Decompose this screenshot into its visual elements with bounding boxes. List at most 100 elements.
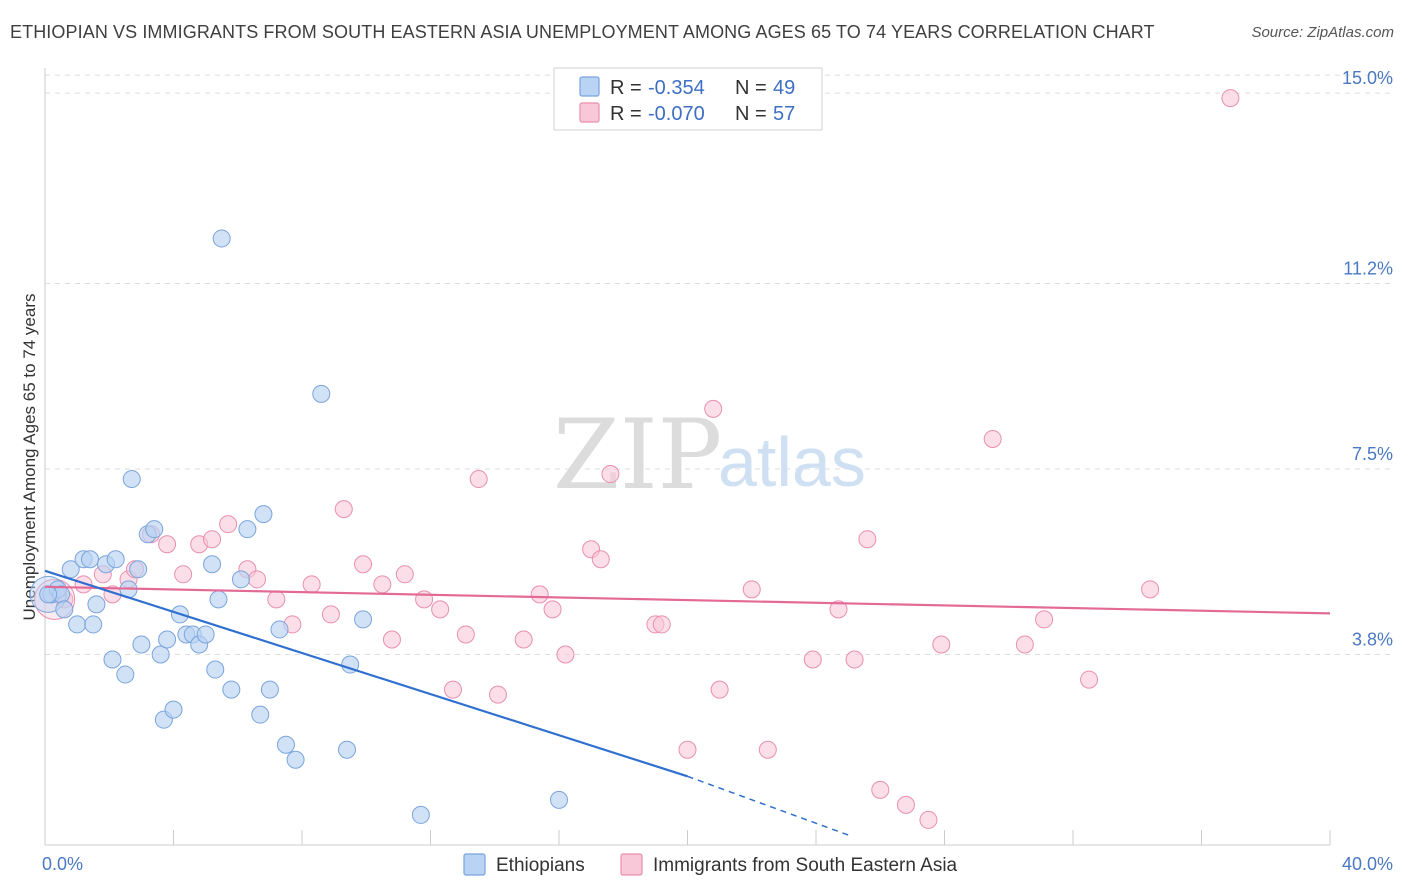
scatter-point-ethiopians bbox=[103, 650, 122, 669]
scatter-point-sea bbox=[488, 685, 507, 704]
watermark: ZIP atlas bbox=[553, 399, 866, 511]
scatter-point-ethiopians bbox=[164, 700, 183, 719]
scatter-point-sea bbox=[742, 580, 761, 599]
scatter-point-sea bbox=[1035, 610, 1054, 629]
scatter-point-sea bbox=[704, 399, 723, 418]
scatter-point-sea bbox=[932, 635, 951, 654]
legend-swatch-sea bbox=[579, 102, 600, 123]
scatter-point-ethiopians bbox=[212, 229, 231, 248]
scatter-point-sea bbox=[1221, 89, 1240, 108]
scatter-point-ethiopians bbox=[550, 790, 568, 809]
chart-source: Source: ZipAtlas.com bbox=[1251, 24, 1394, 41]
scatter-point-sea bbox=[248, 570, 267, 589]
chart-title: ETHIOPIAN VS IMMIGRANTS FROM SOUTH EASTE… bbox=[10, 22, 1155, 42]
scatter-point-ethiopians bbox=[312, 384, 331, 403]
scatter-point-ethiopians bbox=[68, 615, 87, 634]
scatter-point-sea bbox=[469, 470, 488, 489]
scatter-point-sea bbox=[983, 429, 1002, 448]
bottom-legend-label-ethiopians: Ethiopians bbox=[496, 855, 585, 876]
scatter-point-ethiopians bbox=[158, 630, 177, 649]
watermark-zip: ZIP bbox=[553, 399, 722, 511]
scatter-point-sea bbox=[710, 680, 729, 699]
scatter-point-sea bbox=[758, 740, 777, 759]
scatter-point-sea bbox=[174, 565, 193, 584]
axes bbox=[44, 68, 1331, 846]
scatter-point-sea bbox=[373, 575, 392, 594]
scatter-point-ethiopians bbox=[84, 615, 103, 634]
legend-n-value-1: 49 bbox=[773, 77, 795, 99]
scatter-point-ethiopians bbox=[270, 620, 289, 639]
scatter-point-sea bbox=[1080, 670, 1099, 689]
scatter-point-sea bbox=[543, 600, 562, 619]
scatter-point-sea bbox=[382, 630, 401, 649]
y-tick-label: 15.0% bbox=[1342, 68, 1393, 88]
scatter-point-ethiopians bbox=[132, 635, 151, 654]
scatter-point-ethiopians bbox=[122, 470, 141, 489]
scatter-point-sea bbox=[158, 535, 177, 554]
scatter-point-ethiopians bbox=[231, 570, 250, 589]
scatter-point-ethiopians bbox=[145, 520, 164, 539]
scatter-point-ethiopians bbox=[238, 520, 257, 539]
scatter-point-sea bbox=[652, 615, 671, 634]
y-tick-labels: 3.8% 7.5% 11.2% 15.0% bbox=[1342, 68, 1393, 649]
scatter-point-sea bbox=[601, 465, 620, 484]
series-ethiopians bbox=[29, 229, 568, 824]
legend-box: R = -0.354 N = 49 R = -0.070 N = 57 bbox=[553, 67, 823, 131]
y-tick-label: 7.5% bbox=[1352, 444, 1393, 464]
bottom-legend-label-sea: Immigrants from South Eastern Asia bbox=[653, 855, 958, 876]
scatter-point-ethiopians bbox=[254, 505, 273, 524]
x-tick-label-max: 40.0% bbox=[1342, 854, 1393, 874]
scatter-point-ethiopians bbox=[151, 645, 170, 664]
scatter-point-sea bbox=[591, 550, 610, 569]
scatter-point-sea bbox=[919, 810, 938, 829]
scatter-point-sea bbox=[415, 590, 434, 609]
x-tick-label-min: 0.0% bbox=[42, 854, 83, 874]
bottom-legend-swatch-ethiopians bbox=[463, 853, 486, 876]
legend-n-label-1: N = bbox=[735, 77, 767, 99]
scatter-point-ethiopians bbox=[55, 600, 74, 619]
scatter-point-sea bbox=[803, 650, 822, 669]
scatter-point-sea bbox=[431, 600, 450, 619]
legend-n-value-2: 57 bbox=[773, 103, 795, 125]
scatter-point-ethiopians bbox=[129, 560, 148, 579]
scatter-point-sea bbox=[302, 575, 321, 594]
scatter-point-ethiopians bbox=[80, 550, 99, 569]
scatter-point-sea bbox=[514, 630, 533, 649]
trend-line-ethiopians bbox=[44, 569, 688, 778]
trend-lines bbox=[44, 569, 1331, 836]
legend-r-label-2: R = bbox=[610, 103, 642, 125]
scatter-point-sea bbox=[334, 500, 353, 519]
scatter-point-ethiopians bbox=[222, 680, 241, 699]
scatter-point-sea bbox=[219, 515, 238, 534]
trend-line-sea bbox=[44, 585, 1331, 615]
scatter-point-ethiopians bbox=[354, 610, 373, 629]
scatter-point-ethiopians bbox=[260, 680, 279, 699]
scatter-point-sea bbox=[829, 600, 848, 619]
scatter-point-sea bbox=[845, 650, 864, 669]
scatter-point-sea bbox=[354, 555, 373, 574]
bottom-legend: Ethiopians Immigrants from South Eastern… bbox=[463, 853, 958, 876]
scatter-point-sea bbox=[456, 625, 475, 644]
scatter-point-sea bbox=[321, 605, 340, 624]
legend-swatch-ethiopians bbox=[579, 76, 600, 97]
scatter-point-ethiopians bbox=[39, 585, 58, 604]
scatter-point-sea bbox=[1141, 580, 1160, 599]
scatter-point-sea bbox=[1015, 635, 1034, 654]
legend-r-value-2: -0.070 bbox=[648, 103, 705, 125]
scatter-point-ethiopians bbox=[337, 740, 356, 759]
scatter-point-sea bbox=[678, 740, 697, 759]
y-axis-title: Unemployment Among Ages 65 to 74 years bbox=[20, 294, 39, 621]
bottom-legend-swatch-sea bbox=[620, 853, 643, 876]
scatter-point-ethiopians bbox=[206, 660, 225, 679]
legend-r-label-1: R = bbox=[610, 77, 642, 99]
trend-line-ethiopians-extension bbox=[687, 775, 849, 836]
scatter-point-ethiopians bbox=[87, 595, 106, 614]
watermark-atlas: atlas bbox=[718, 423, 866, 501]
scatter-point-ethiopians bbox=[209, 590, 228, 609]
scatter-point-sea bbox=[203, 530, 222, 549]
scatter-point-ethiopians bbox=[116, 665, 135, 684]
scatter-point-sea bbox=[267, 590, 286, 609]
scatter-point-ethiopians bbox=[251, 705, 270, 724]
legend-r-value-1: -0.354 bbox=[648, 77, 705, 99]
